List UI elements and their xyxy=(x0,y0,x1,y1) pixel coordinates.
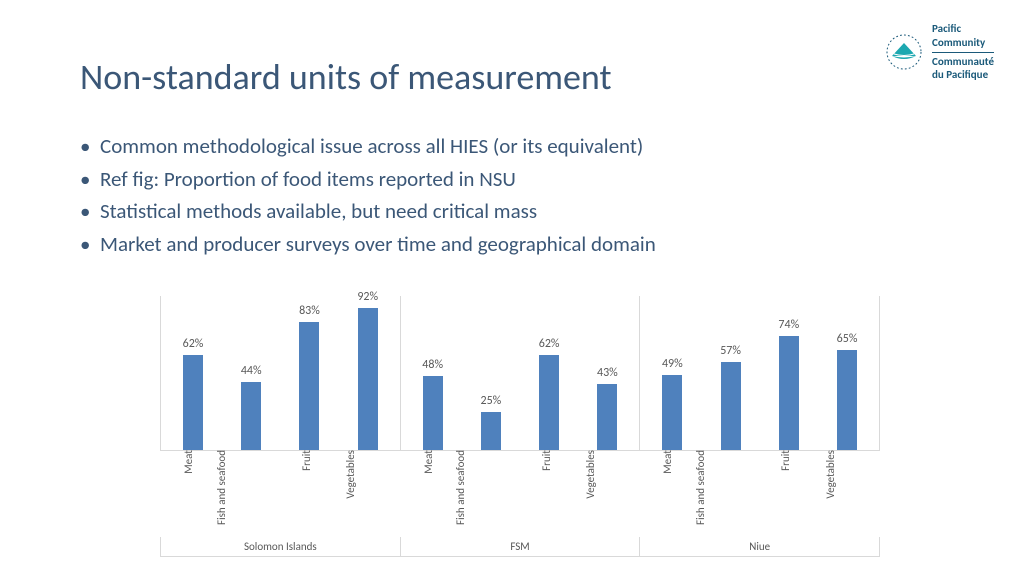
bar-category-label: Meat xyxy=(416,450,435,474)
bar-category-label: Meat xyxy=(655,450,674,474)
chart-group: 49%Meat57%Fish and seafood74%Fruit65%Veg… xyxy=(639,296,880,451)
bar-wrap: 43%Vegetables xyxy=(581,296,634,450)
bar-category-label: Fish and seafood xyxy=(209,450,228,525)
bar-wrap: 83%Fruit xyxy=(283,296,336,450)
bar-value-label: 65% xyxy=(837,332,858,346)
bullet-item: Common methodological issue across all H… xyxy=(80,130,964,163)
logo-icon xyxy=(884,32,924,72)
bar-wrap: 49%Meat xyxy=(646,296,699,450)
bar-wrap: 62%Fruit xyxy=(523,296,576,450)
bar-wrap: 25%Fish and seafood xyxy=(465,296,518,450)
bar xyxy=(241,382,261,450)
bar-wrap: 65%Vegetables xyxy=(821,296,874,450)
bullet-list: Common methodological issue across all H… xyxy=(80,130,964,260)
page-title: Non-standard units of measurement xyxy=(80,55,612,99)
bar xyxy=(837,350,857,450)
group-label: Solomon Islands xyxy=(160,537,400,557)
bar xyxy=(662,375,682,450)
bar-value-label: 48% xyxy=(422,358,443,372)
bar-category-label: Vegetables xyxy=(818,450,837,499)
bar-value-label: 62% xyxy=(183,337,204,351)
bar xyxy=(721,362,741,450)
bar xyxy=(183,355,203,450)
bar xyxy=(779,336,799,450)
bar-category-label: Fruit xyxy=(773,450,792,471)
bullet-item: Ref fig: Proportion of food items report… xyxy=(80,163,964,196)
bar-value-label: 62% xyxy=(539,337,560,351)
bar-wrap: 74%Fruit xyxy=(763,296,816,450)
bar-category-label: Vegetables xyxy=(578,450,597,499)
bar-category-label: Meat xyxy=(176,450,195,474)
bar xyxy=(423,376,443,450)
bar-value-label: 74% xyxy=(778,318,799,332)
bar xyxy=(299,322,319,450)
bar-wrap: 44%Fish and seafood xyxy=(225,296,278,450)
bar-wrap: 92%Vegetables xyxy=(341,296,394,450)
bar xyxy=(539,355,559,450)
brand-logo: Pacific Community Communauté du Pacifiqu… xyxy=(884,22,994,82)
chart-group-labels: Solomon IslandsFSMNiue xyxy=(160,537,880,557)
chart-group: 48%Meat25%Fish and seafood62%Fruit43%Veg… xyxy=(400,296,640,451)
group-label: FSM xyxy=(400,537,640,557)
bar-wrap: 62%Meat xyxy=(167,296,220,450)
bar-value-label: 83% xyxy=(299,304,320,318)
bar-value-label: 92% xyxy=(357,290,378,304)
bar-category-label: Fruit xyxy=(534,450,553,471)
chart-plot: 62%Meat44%Fish and seafood83%Fruit92%Veg… xyxy=(160,296,880,451)
logo-text: Pacific Community Communauté du Pacifiqu… xyxy=(932,22,994,82)
bar xyxy=(481,412,501,451)
bar xyxy=(358,308,378,450)
group-label: Niue xyxy=(639,537,880,557)
bar-category-label: Fruit xyxy=(294,450,313,471)
bar xyxy=(597,384,617,450)
bar-value-label: 49% xyxy=(662,357,683,371)
chart-group: 62%Meat44%Fish and seafood83%Fruit92%Veg… xyxy=(160,296,400,451)
bar-category-label: Fish and seafood xyxy=(448,450,467,525)
bar-value-label: 43% xyxy=(597,366,618,380)
bar-category-label: Vegetables xyxy=(338,450,357,499)
bar-value-label: 44% xyxy=(241,364,262,378)
bar-wrap: 48%Meat xyxy=(406,296,459,450)
bar-category-label: Fish and seafood xyxy=(688,450,707,525)
nsu-bar-chart: 62%Meat44%Fish and seafood83%Fruit92%Veg… xyxy=(160,296,880,556)
logo-line3: Communauté xyxy=(932,55,994,69)
bar-wrap: 57%Fish and seafood xyxy=(704,296,757,450)
logo-line4: du Pacifique xyxy=(932,68,994,82)
bullet-item: Market and producer surveys over time an… xyxy=(80,228,964,261)
bar-value-label: 25% xyxy=(481,394,502,408)
logo-line1: Pacific xyxy=(932,22,994,36)
bar-value-label: 57% xyxy=(720,344,741,358)
logo-line2: Community xyxy=(932,36,994,50)
bullet-item: Statistical methods available, but need … xyxy=(80,195,964,228)
